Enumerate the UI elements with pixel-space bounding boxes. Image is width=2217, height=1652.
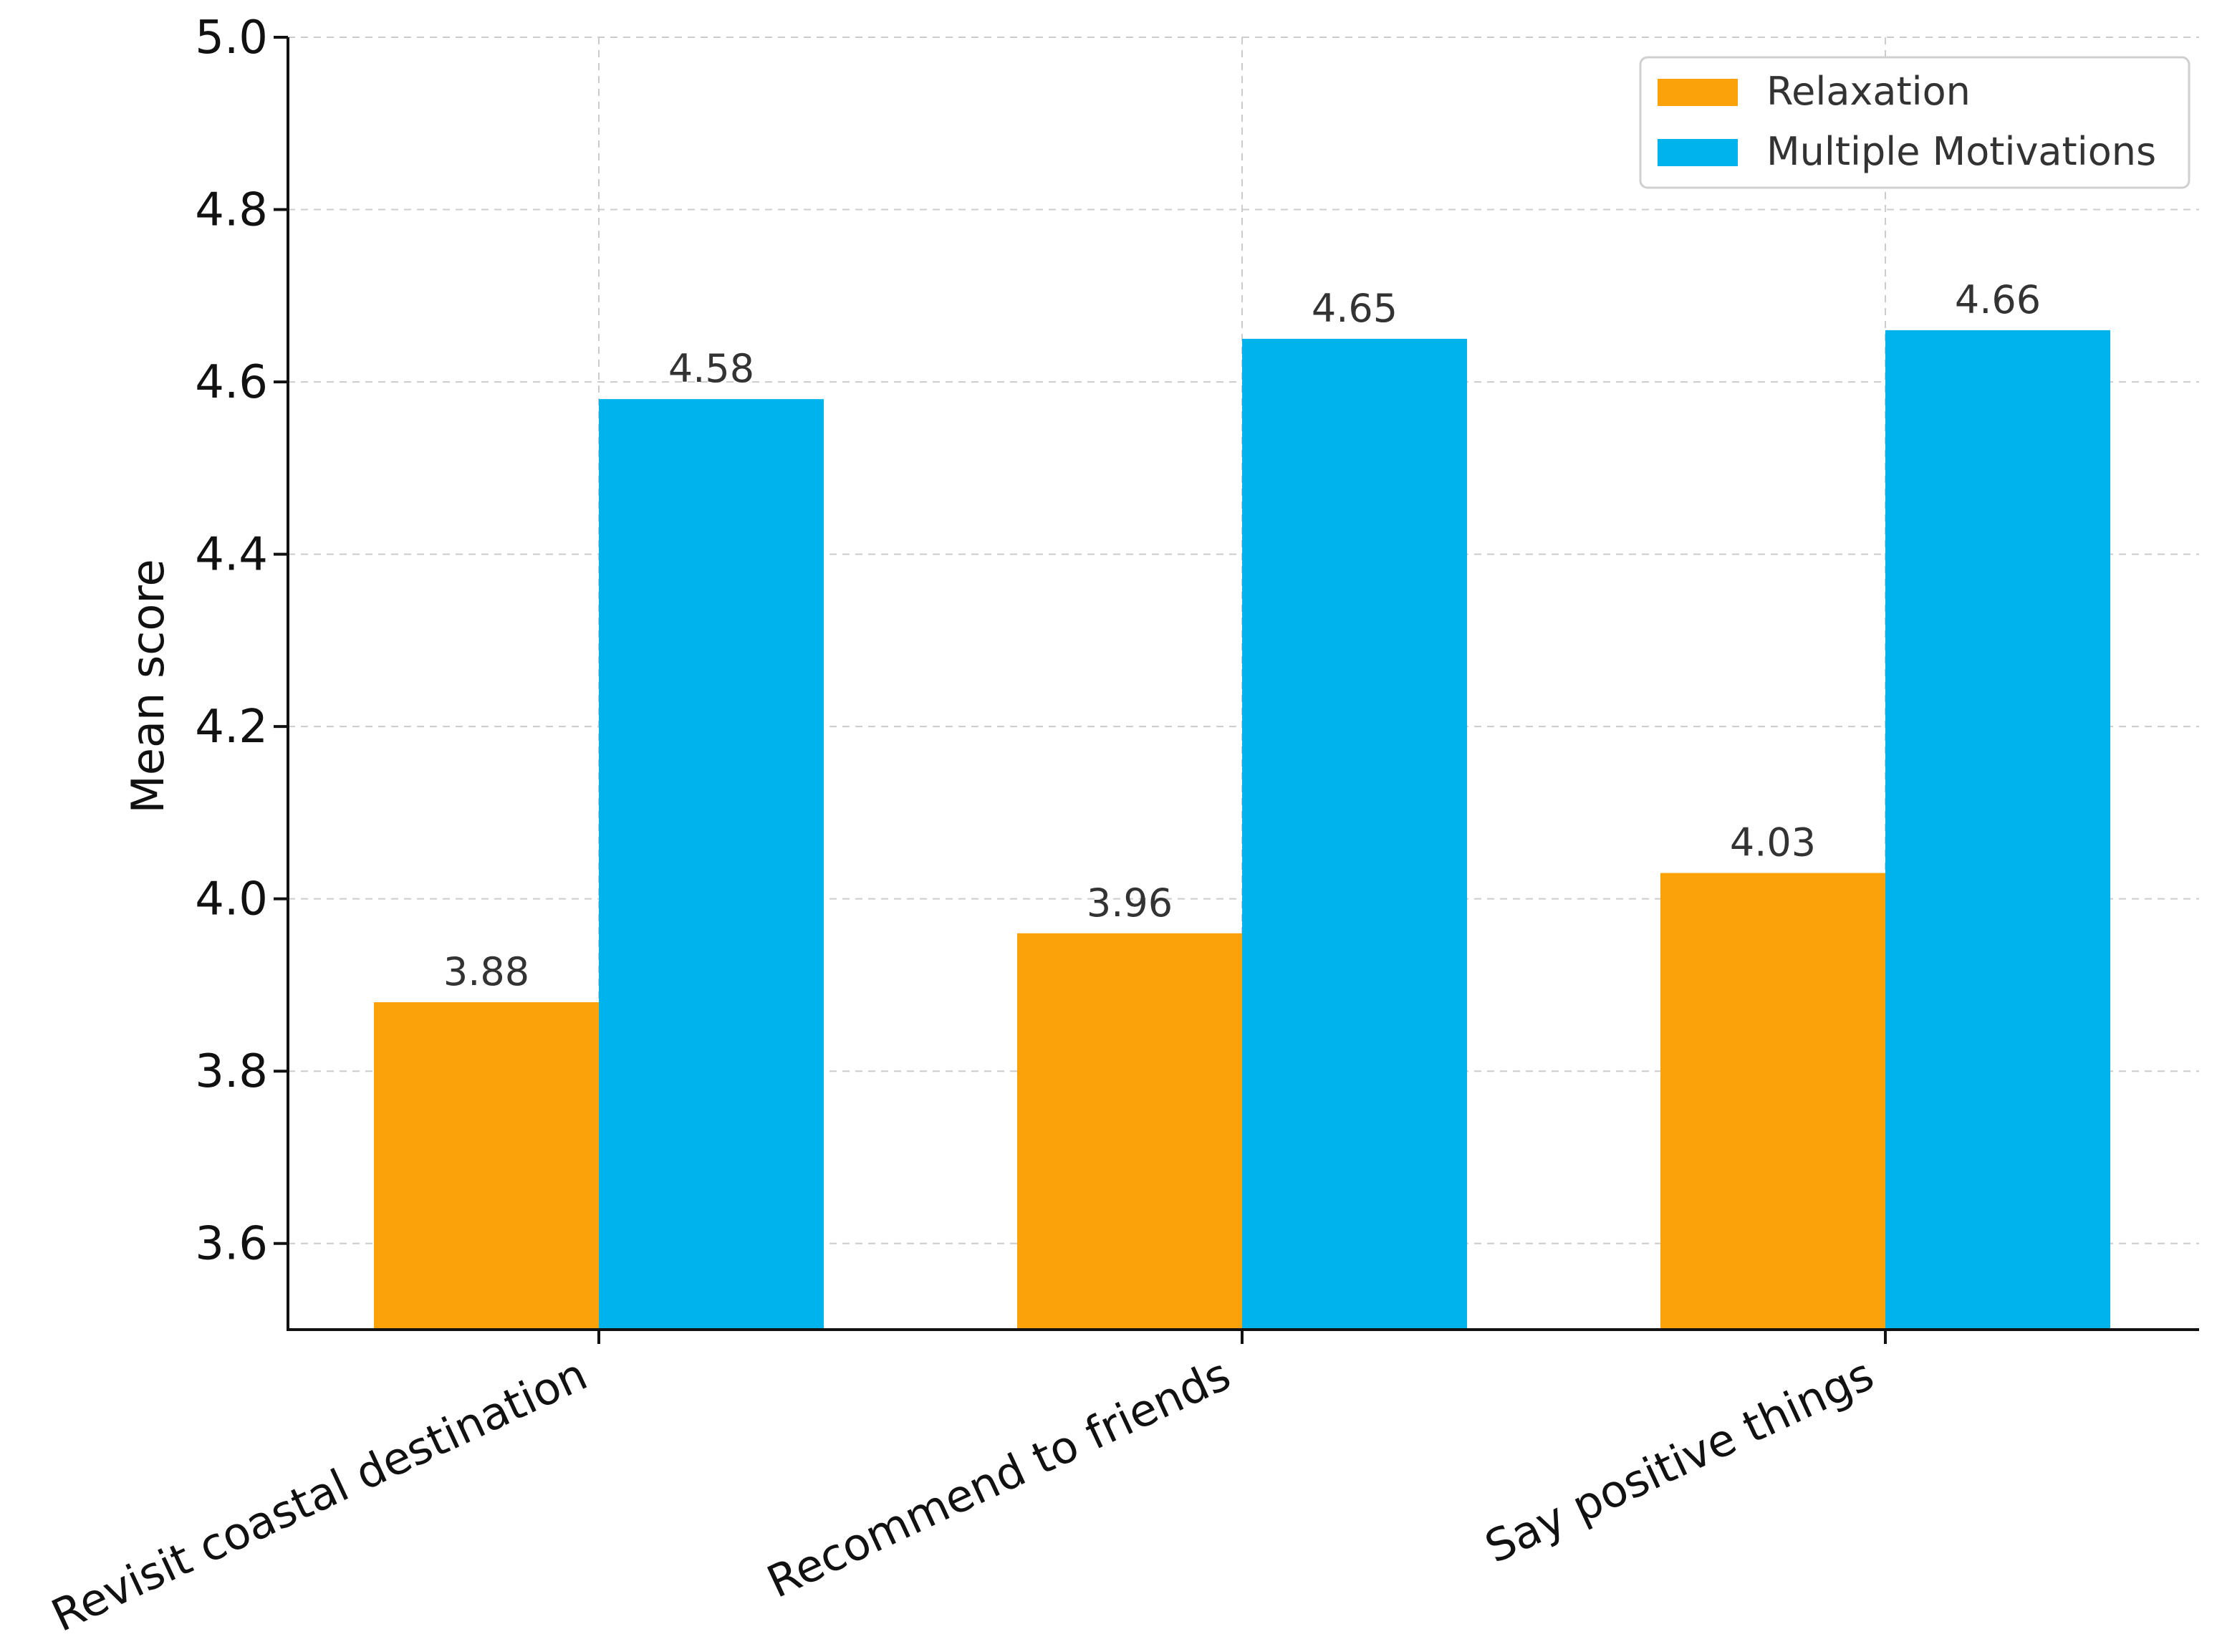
- bar-relaxation: [374, 1002, 599, 1330]
- data-label: 3.96: [1087, 880, 1173, 926]
- legend-swatch-relaxation: [1658, 79, 1738, 106]
- y-axis-title: Mean score: [122, 559, 174, 813]
- bar-multiple-motivations: [599, 399, 824, 1330]
- legend-label: Relaxation: [1766, 69, 1971, 114]
- x-category-label: Revisit coastal destination: [44, 1348, 595, 1642]
- data-label: 3.88: [443, 949, 529, 994]
- data-label: 4.58: [668, 346, 754, 391]
- legend-box: [1639, 56, 2190, 189]
- y-tick-label: 4.6: [195, 356, 268, 409]
- bar-relaxation: [1660, 873, 1885, 1330]
- axes-layer: [274, 36, 2199, 1344]
- bar-multiple-motivations: [1242, 338, 1467, 1330]
- y-tick-label: 3.8: [195, 1045, 268, 1098]
- labels-layer: 3.6 3.8 4.0 4.2 4.4 4.6 4.8 5.0 3.88 3.96 4.03 4.58…: [44, 11, 2041, 1642]
- data-label: 4.65: [1312, 286, 1398, 331]
- bar-multiple-motivations: [1885, 330, 2110, 1330]
- y-tick-label: 4.8: [195, 184, 268, 237]
- x-category-label: Say positive things: [1477, 1348, 1881, 1573]
- y-tick-label: 4.0: [195, 873, 268, 926]
- y-tick-label: 3.6: [195, 1218, 268, 1271]
- x-category-label: Recommend to friends: [759, 1348, 1238, 1608]
- legend: Relaxation Multiple Motivations: [1639, 56, 2190, 189]
- data-label: 4.03: [1730, 820, 1816, 865]
- data-label: 4.66: [1955, 277, 2041, 322]
- y-tick-label: 4.4: [195, 529, 268, 582]
- y-tick-label: 4.2: [195, 701, 268, 754]
- bars-layer: [374, 330, 2110, 1330]
- legend-swatch-multiple-motivations: [1658, 139, 1738, 166]
- bar-relaxation: [1017, 933, 1242, 1330]
- legend-label: Multiple Motivations: [1766, 129, 2156, 174]
- y-tick-label: 5.0: [195, 11, 268, 64]
